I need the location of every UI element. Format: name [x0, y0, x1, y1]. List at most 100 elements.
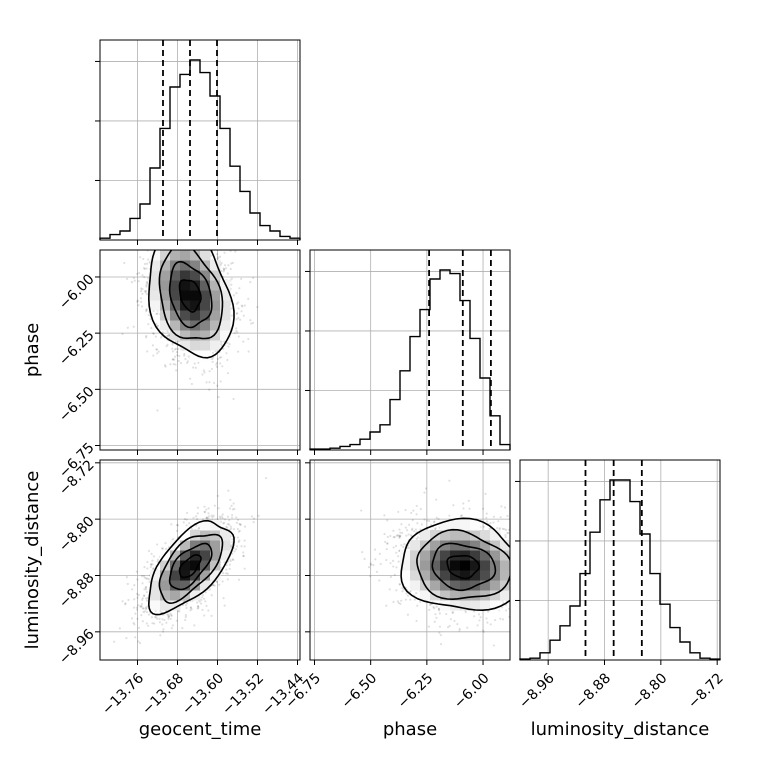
scatter-point	[173, 246, 175, 248]
scatter-point	[145, 309, 148, 313]
scatter-point	[151, 244, 153, 246]
scatter-point	[160, 241, 162, 243]
scatter-point	[154, 227, 156, 229]
scatter-point	[188, 242, 190, 244]
scatter-point	[147, 323, 150, 326]
density-cell	[210, 270, 221, 281]
scatter-point	[173, 355, 177, 358]
scatter-point	[164, 240, 166, 242]
scatter-point	[240, 277, 243, 280]
scatter-point	[178, 354, 181, 358]
scatter-point	[146, 282, 149, 285]
density-cell	[150, 570, 161, 581]
scatter-point	[150, 327, 153, 330]
scatter-point	[193, 247, 195, 249]
scatter-point	[125, 637, 128, 640]
scatter-point	[146, 567, 149, 570]
scatter-point	[145, 334, 148, 338]
scatter-point	[233, 550, 236, 553]
scatter-point	[529, 536, 531, 538]
scatter-point	[515, 589, 517, 591]
scatter-point	[136, 617, 139, 620]
scatter-point	[194, 366, 197, 369]
density-cell	[170, 330, 181, 341]
density-cell	[170, 280, 181, 291]
scatter-point	[145, 608, 148, 611]
scatter-point	[227, 264, 230, 267]
density-cell	[170, 590, 181, 601]
scatter-point	[228, 523, 231, 526]
scatter-point	[158, 617, 161, 620]
scatter-point	[195, 517, 199, 521]
scatter-point	[171, 358, 174, 361]
scatter-point	[147, 613, 151, 616]
scatter-point	[150, 552, 153, 555]
scatter-point	[218, 356, 222, 359]
scatter-point	[234, 548, 238, 551]
scatter-point	[235, 545, 239, 548]
scatter-point	[220, 342, 223, 346]
scatter-point	[142, 607, 145, 610]
scatter-point	[140, 305, 144, 308]
scatter-point	[216, 518, 219, 521]
scatter-point	[130, 281, 134, 284]
density-cell	[150, 580, 161, 591]
scatter-point	[195, 524, 198, 527]
scatter-point	[243, 304, 246, 307]
scatter-point	[145, 285, 148, 288]
scatter-point	[140, 574, 144, 578]
scatter-point	[207, 245, 209, 247]
scatter-point	[458, 627, 461, 630]
scatter-point	[207, 517, 210, 520]
scatter-point	[143, 276, 146, 279]
scatter-point	[177, 347, 180, 351]
scatter-point	[166, 334, 169, 338]
scatter-point	[485, 520, 489, 523]
scatter-point	[172, 362, 175, 366]
scatter-point	[175, 350, 179, 354]
scatter-point	[193, 219, 195, 221]
density-cell	[220, 320, 231, 331]
scatter-point	[140, 605, 143, 608]
scatter-point	[138, 641, 142, 645]
scatter-point	[516, 553, 518, 555]
density-cell	[160, 570, 171, 581]
scatter-point	[228, 507, 232, 510]
scatter-point	[183, 518, 187, 521]
scatter-point	[173, 348, 177, 351]
scatter-point	[223, 340, 226, 343]
scatter-point	[226, 526, 229, 529]
scatter-point	[156, 237, 158, 239]
scatter-point	[202, 228, 204, 230]
scatter-point	[525, 538, 527, 540]
scatter-point	[175, 523, 178, 527]
scatter-point	[216, 257, 219, 260]
density-cell	[210, 280, 221, 291]
scatter-point	[250, 515, 254, 518]
scatter-point	[140, 300, 143, 303]
scatter-point	[144, 585, 147, 589]
scatter-point	[186, 216, 188, 218]
scatter-point	[205, 516, 209, 519]
scatter-point	[169, 234, 171, 236]
scatter-point	[212, 514, 215, 517]
scatter-point	[143, 576, 146, 579]
density-cell	[160, 290, 171, 301]
scatter-point	[236, 312, 239, 315]
scatter-point	[235, 302, 238, 305]
scatter-point	[202, 226, 204, 228]
scatter-point	[135, 608, 139, 611]
scatter-point	[226, 572, 229, 575]
scatter-point	[135, 570, 138, 573]
scatter-point	[234, 250, 237, 253]
scatter-point	[223, 268, 226, 271]
scatter-point	[228, 342, 231, 346]
scatter-point	[165, 245, 167, 247]
scatter-point	[141, 620, 145, 623]
density-cell	[150, 290, 161, 301]
scatter-point	[184, 618, 187, 622]
density-cell	[170, 540, 181, 551]
scatter-point	[539, 565, 541, 567]
scatter-point	[201, 225, 203, 227]
scatter-point	[193, 362, 196, 365]
